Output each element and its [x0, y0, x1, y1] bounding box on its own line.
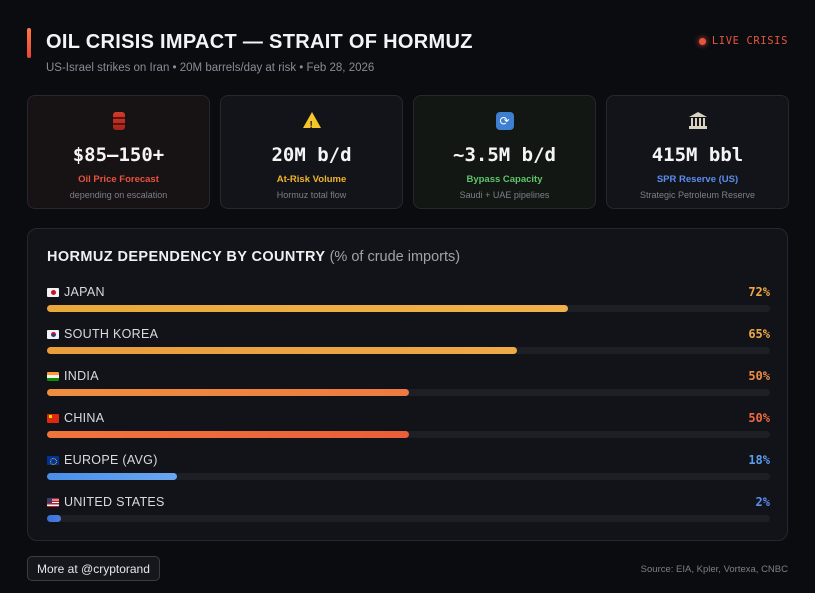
dependency-row-europe: EUROPE (AVG) 18%: [47, 453, 770, 485]
bar-fill: [47, 389, 409, 396]
us-flag-icon: [47, 497, 59, 507]
stat-card-spr-reserve: 415M bbl SPR Reserve (US) Strategic Petr…: [606, 95, 789, 209]
dependency-title-text: HORMUZ DEPENDENCY BY COUNTRY: [47, 249, 326, 265]
bar-fill: [47, 431, 409, 438]
japan-flag-icon: [47, 287, 59, 297]
stat-value: 415M bbl: [651, 144, 744, 166]
dependency-panel: HORMUZ DEPENDENCY BY COUNTRY (% of crude…: [27, 228, 788, 541]
oil-barrel-icon: [112, 110, 125, 132]
dependency-row-japan: JAPAN 72%: [47, 285, 770, 317]
country-pct: 2%: [755, 495, 770, 509]
country-pct: 50%: [748, 411, 770, 425]
bar-track: [47, 515, 770, 522]
dependency-row-south-korea: SOUTH KOREA 65%: [47, 327, 770, 359]
south-korea-flag-icon: [47, 329, 59, 339]
bar-fill: [47, 305, 568, 312]
country-name: EUROPE (AVG): [64, 453, 158, 467]
dependency-row-united-states: UNITED STATES 2%: [47, 495, 770, 527]
dependency-subtitle: (% of crude imports): [329, 249, 461, 265]
bar-track: [47, 305, 770, 312]
warning-icon: !: [302, 110, 321, 132]
stat-note: depending on escalation: [69, 190, 168, 200]
country-name: JAPAN: [64, 285, 105, 299]
live-crisis-label: LIVE CRISIS: [711, 35, 788, 47]
page-subtitle: US-Israel strikes on Iran • 20M barrels/…: [46, 62, 375, 74]
source-credit: Source: EIA, Kpler, Vortexa, CNBC: [640, 564, 788, 575]
eu-flag-icon: [47, 455, 59, 465]
stat-card-oil-price: $85–150+ Oil Price Forecast depending on…: [27, 95, 210, 209]
china-flag-icon: [47, 413, 59, 423]
country-pct: 50%: [748, 369, 770, 383]
country-name: INDIA: [64, 369, 99, 383]
country-name: SOUTH KOREA: [64, 327, 159, 341]
stat-note: Saudi + UAE pipelines: [459, 190, 550, 200]
country-pct: 18%: [748, 453, 770, 467]
stat-value: $85–150+: [72, 144, 165, 166]
country-name: UNITED STATES: [64, 495, 165, 509]
stat-label: Bypass Capacity: [466, 174, 543, 185]
bar-track: [47, 389, 770, 396]
bar-track: [47, 431, 770, 438]
stat-note: Strategic Petroleum Reserve: [639, 190, 756, 200]
bar-fill: [47, 515, 62, 522]
country-pct: 65%: [748, 327, 770, 341]
bank-building-icon: [688, 110, 707, 132]
bar-track: [47, 473, 770, 480]
stat-label: Oil Price Forecast: [78, 174, 159, 185]
bar-fill: [47, 347, 517, 354]
stat-label: SPR Reserve (US): [656, 174, 739, 185]
page-title: OIL CRISIS IMPACT — STRAIT OF HORMUZ: [46, 31, 473, 53]
stat-value: ~3.5M b/d: [453, 144, 556, 166]
stat-value: 20M b/d: [271, 144, 352, 166]
live-dot-icon: [698, 37, 706, 45]
stat-card-at-risk-volume: ! 20M b/d At-Risk Volume Hormuz total fl…: [220, 95, 403, 209]
india-flag-icon: [47, 371, 59, 381]
more-at-cryptorand-button[interactable]: More at @cryptorand: [27, 556, 160, 581]
bypass-cycle-icon: ⟳: [495, 110, 514, 132]
dependency-title: HORMUZ DEPENDENCY BY COUNTRY (% of crude…: [47, 249, 460, 265]
stat-note: Hormuz total flow: [276, 190, 347, 200]
dependency-row-china: CHINA 50%: [47, 411, 770, 443]
dependency-row-india: INDIA 50%: [47, 369, 770, 401]
country-pct: 72%: [748, 285, 770, 299]
country-name: CHINA: [64, 411, 105, 425]
stat-card-bypass-capacity: ⟳ ~3.5M b/d Bypass Capacity Saudi + UAE …: [413, 95, 596, 209]
bar-fill: [47, 473, 178, 480]
title-accent-bar: [27, 28, 31, 58]
stat-cards: $85–150+ Oil Price Forecast depending on…: [27, 95, 789, 209]
stat-label: At-Risk Volume: [276, 174, 347, 185]
bar-track: [47, 347, 770, 354]
live-crisis-badge: LIVE CRISIS: [698, 35, 788, 47]
